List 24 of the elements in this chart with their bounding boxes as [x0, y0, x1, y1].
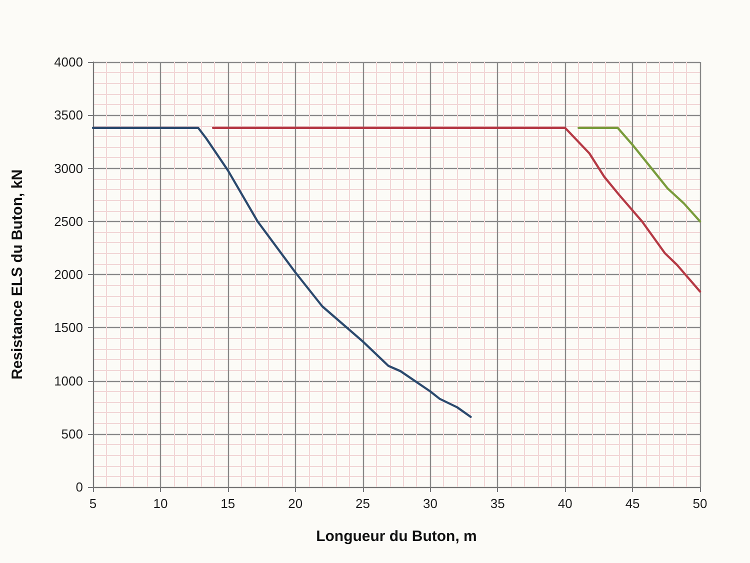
y-tick-label: 3000: [54, 160, 83, 176]
x-tick-label: 10: [153, 496, 168, 511]
x-tick-label: 35: [490, 496, 505, 511]
y-tick-label: 1000: [54, 373, 83, 388]
line-series: [212, 126, 702, 293]
y-tick-label: 2500: [54, 214, 83, 229]
x-tick-label: 30: [422, 496, 438, 511]
y-tick-label: 1500: [54, 320, 83, 336]
x-axis-title: Longueur du Buton, m: [316, 528, 477, 545]
line-series: [92, 126, 472, 418]
x-tick-label: 40: [558, 496, 572, 511]
x-tick-label: 25: [356, 496, 370, 511]
x-tick-label: 15: [220, 496, 236, 511]
x-tick-label: 20: [288, 496, 303, 511]
y-tick-label: 500: [61, 426, 83, 442]
y-axis-title: Resistance ELS du Buton, kN: [9, 169, 26, 380]
y-tick-label: 3500: [54, 108, 83, 123]
x-tick-label: 45: [625, 496, 640, 511]
y-tick-label: 4000: [54, 54, 83, 70]
y-tick-label: 2000: [54, 267, 83, 282]
line-series: [578, 126, 702, 222]
y-tick-label: 0: [76, 480, 83, 494]
x-tick-label: 50: [692, 496, 708, 511]
x-tick-label: 5: [89, 496, 97, 511]
